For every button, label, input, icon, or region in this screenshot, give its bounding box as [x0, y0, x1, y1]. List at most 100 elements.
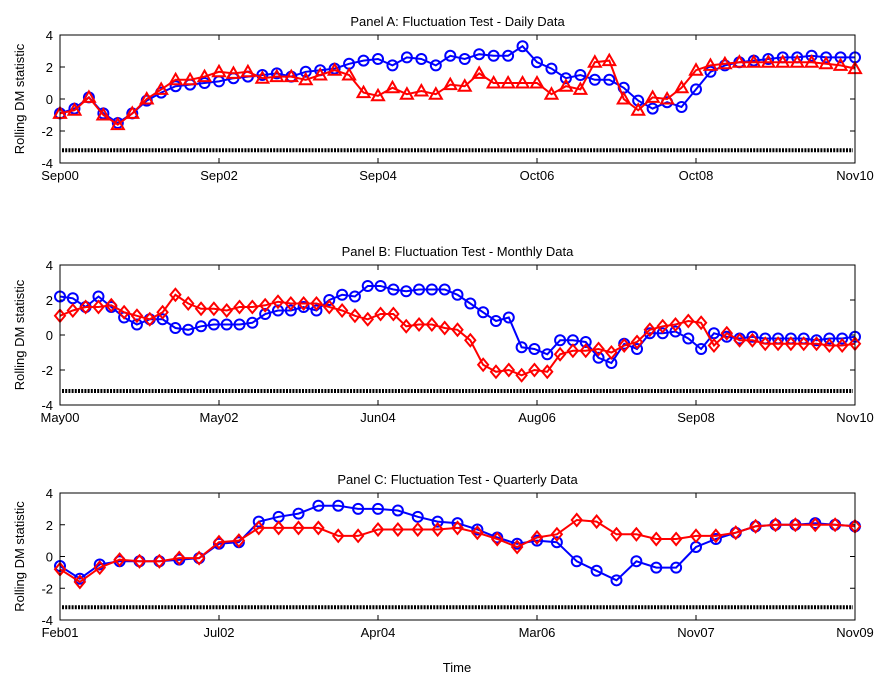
y-tick-label: -4: [41, 156, 53, 171]
data-point: [143, 311, 157, 327]
data-point: [258, 297, 272, 313]
data-point: [192, 550, 206, 566]
y-tick-label: 4: [46, 28, 53, 43]
data-point: [431, 521, 444, 538]
data-point: [182, 71, 198, 86]
data-point: [370, 87, 386, 102]
data-point: [297, 301, 310, 313]
data-point: [167, 71, 184, 86]
series-triangle: [52, 52, 863, 131]
data-point: [451, 520, 464, 536]
data-point: [558, 78, 574, 92]
data-point: [771, 336, 785, 352]
data-point: [631, 343, 644, 355]
data-point: [271, 304, 284, 317]
data-point: [357, 54, 370, 67]
data-point: [789, 517, 802, 533]
data-point: [579, 336, 592, 348]
data-point: [400, 285, 413, 298]
y-tick-label: -2: [41, 581, 53, 596]
data-point: [284, 304, 297, 317]
data-point: [673, 79, 690, 94]
data-point: [550, 526, 564, 542]
series-line: [59, 504, 856, 582]
data-point: [413, 82, 430, 97]
data-point: [656, 327, 669, 340]
data-point: [682, 313, 695, 329]
data-point: [707, 337, 721, 354]
data-point: [130, 308, 144, 324]
data-point: [156, 313, 169, 326]
data-point: [592, 351, 605, 364]
data-point: [540, 364, 554, 380]
data-point: [682, 332, 695, 345]
data-point: [207, 318, 220, 331]
x-tick-label: Nov09: [836, 625, 874, 640]
data-point: [471, 525, 484, 541]
data-point: [760, 54, 776, 68]
data-point: [391, 521, 405, 538]
y-tick-label: 4: [46, 258, 53, 273]
data-point: [514, 74, 531, 89]
x-tick-label: Sep08: [677, 410, 715, 425]
series-diamond: [53, 287, 862, 383]
data-point: [312, 66, 328, 81]
data-point: [464, 297, 477, 310]
data-point: [834, 51, 847, 64]
x-axis-label: Time: [443, 660, 471, 675]
data-point: [284, 295, 298, 312]
x-tick-label: Oct08: [679, 168, 714, 183]
y-axis-label: Rolling DM statistic: [12, 501, 27, 612]
data-point: [835, 337, 849, 354]
data-point: [746, 330, 759, 343]
data-point: [570, 555, 583, 568]
data-point: [95, 106, 112, 121]
data-point: [139, 90, 155, 105]
data-point: [335, 302, 349, 319]
data-point: [212, 534, 226, 550]
x-tick-label: Jun04: [360, 410, 395, 425]
data-point: [361, 280, 374, 292]
y-tick-label: 2: [46, 60, 53, 75]
data-point: [372, 53, 384, 65]
data-point: [828, 517, 842, 533]
data-point: [413, 283, 426, 296]
x-tick-label: Sep02: [200, 168, 238, 183]
y-tick-label: 4: [46, 486, 53, 501]
data-point: [803, 54, 820, 68]
data-point: [355, 84, 372, 99]
data-point: [836, 332, 849, 345]
data-point: [198, 77, 211, 89]
data-point: [457, 78, 473, 92]
x-tick-label: Mar06: [519, 625, 556, 640]
data-point: [669, 316, 682, 333]
data-point: [659, 90, 675, 105]
data-point: [797, 336, 811, 352]
data-point: [387, 306, 400, 322]
data-point: [818, 55, 834, 70]
data-point: [473, 48, 486, 61]
data-point: [391, 504, 404, 517]
data-point: [66, 302, 80, 319]
data-point: [399, 318, 413, 334]
data-point: [529, 74, 545, 89]
data-point: [399, 86, 415, 100]
data-point: [630, 102, 646, 116]
data-point: [587, 54, 603, 68]
data-point: [232, 533, 246, 549]
data-point: [489, 315, 502, 327]
data-point: [130, 318, 143, 331]
x-tick-label: Nov10: [836, 410, 874, 425]
data-point: [270, 67, 283, 80]
data-point: [252, 515, 265, 528]
series-circle: [54, 499, 861, 587]
data-point: [292, 507, 305, 520]
data-point: [731, 54, 748, 68]
data-point: [832, 57, 849, 71]
data-point: [352, 502, 365, 515]
data-point: [566, 343, 580, 359]
data-point: [211, 63, 227, 78]
data-point: [805, 49, 818, 62]
data-point: [616, 90, 632, 105]
